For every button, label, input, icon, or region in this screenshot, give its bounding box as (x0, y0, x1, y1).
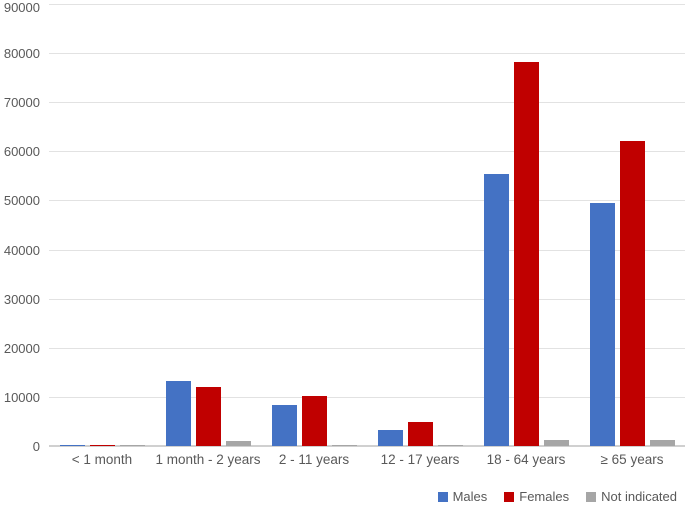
legend-swatch-icon (437, 491, 448, 502)
legend-label: Not indicated (601, 489, 677, 504)
bar-group-1-month (49, 0, 155, 446)
gridline (49, 249, 685, 251)
plot-area (49, 0, 685, 447)
bar-group-1-month-2-years (155, 0, 261, 446)
x-tick-label: ≥ 65 years (600, 452, 664, 467)
gridline (49, 151, 685, 153)
x-tick-label: 12 - 17 years (380, 452, 460, 467)
y-tick-label: 20000 (3, 340, 40, 356)
legend-swatch-icon (586, 491, 597, 502)
bar-group-18-64-years (473, 0, 579, 446)
bar-males (589, 202, 615, 446)
legend-label: Males (452, 489, 488, 504)
gridline (49, 347, 685, 349)
legend-item-not-indicated: Not indicated (586, 489, 677, 504)
bar-females (619, 141, 645, 446)
gridline (49, 298, 685, 300)
gridline (49, 102, 685, 104)
legend-label: Females (519, 489, 570, 504)
y-tick-label: 40000 (3, 242, 40, 258)
bar-males (377, 429, 403, 446)
y-tick-label: 70000 (3, 95, 40, 111)
bars-layer (49, 0, 685, 446)
bar-females (407, 421, 433, 446)
y-tick-label: 10000 (3, 389, 40, 405)
gridline (49, 396, 685, 398)
bar-females (301, 396, 327, 446)
bar-not-indicated (331, 444, 357, 446)
bar-females (513, 62, 539, 446)
bar-females (195, 387, 221, 446)
bar-males (271, 404, 297, 446)
x-tick-label: 18 - 64 years (486, 452, 566, 467)
y-axis: 0 10000 20000 30000 40000 50000 60000 70000 8000… (0, 0, 42, 454)
bar-males (59, 444, 85, 446)
bar-group-12-17-years (367, 0, 473, 446)
y-tick-label: 60000 (3, 144, 40, 160)
bar-females (89, 444, 115, 446)
x-tick-label: < 1 month (71, 452, 133, 467)
x-axis: < 1 month 1 month - 2 years 2 - 11 years 12… (49, 452, 685, 467)
legend-item-females: Females (504, 489, 569, 504)
y-tick-label: 30000 (3, 291, 40, 307)
bar-not-indicated (437, 445, 463, 446)
bar-group-65-years (579, 0, 685, 446)
gridline (49, 200, 685, 202)
bar-not-indicated (225, 441, 251, 446)
bar-not-indicated (119, 445, 145, 446)
y-tick-label: 50000 (3, 193, 40, 209)
bar-not-indicated (543, 440, 569, 446)
bar-group-2-11-years (261, 0, 367, 446)
legend: Males Females Not indicated (437, 489, 677, 504)
bar-not-indicated (649, 439, 675, 446)
legend-swatch-icon (504, 491, 515, 502)
legend-item-males: Males (437, 489, 488, 504)
bar-males (483, 174, 509, 446)
x-tick-label: 2 - 11 years (278, 452, 350, 467)
y-tick-label: 0 (32, 439, 40, 454)
x-tick-label: 1 month - 2 years (155, 452, 261, 467)
y-tick-label: 90000 (3, 0, 40, 15)
x-axis-line (49, 445, 685, 447)
gridline (49, 53, 685, 55)
gridline (49, 4, 685, 5)
bar-males (165, 381, 191, 446)
y-tick-label: 80000 (3, 46, 40, 62)
